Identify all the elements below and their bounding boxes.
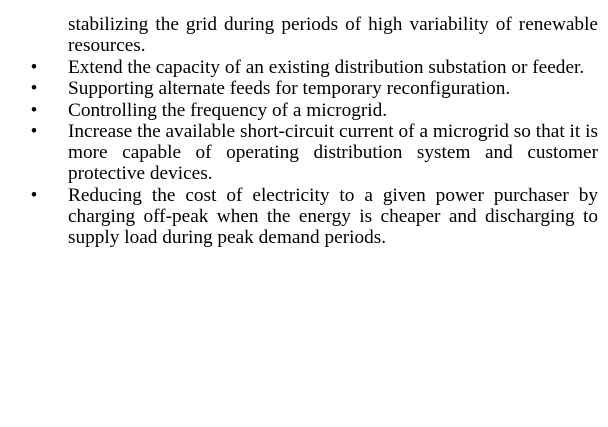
bullet-icon: • <box>30 99 38 121</box>
list-item-text: Supporting alternate feeds for temporary… <box>68 78 511 100</box>
list-item: • Extend the capacity of an existing dis… <box>0 57 608 78</box>
list-item-text: Extend the capacity of an existing distr… <box>68 57 585 78</box>
list-item: • Supporting alternate feeds for tempora… <box>0 78 608 99</box>
continuation-paragraph: stabilizing the grid during periods of h… <box>68 14 598 57</box>
list-item-text: Reducing the cost of electricity to a gi… <box>68 184 598 249</box>
bullet-list: • Extend the capacity of an existing dis… <box>0 57 608 249</box>
bullet-icon: • <box>30 184 38 206</box>
list-item: • Reducing the cost of electricity to a … <box>0 185 608 249</box>
list-item-text: Increase the available short-circuit cur… <box>68 120 598 185</box>
bullet-icon: • <box>30 78 38 100</box>
list-item: • Controlling the frequency of a microgr… <box>0 100 608 121</box>
bullet-icon: • <box>30 120 38 142</box>
list-item: • Increase the available short-circuit c… <box>0 121 608 185</box>
list-item-text: Controlling the frequency of a microgrid… <box>68 99 388 121</box>
bullet-icon: • <box>30 57 38 78</box>
